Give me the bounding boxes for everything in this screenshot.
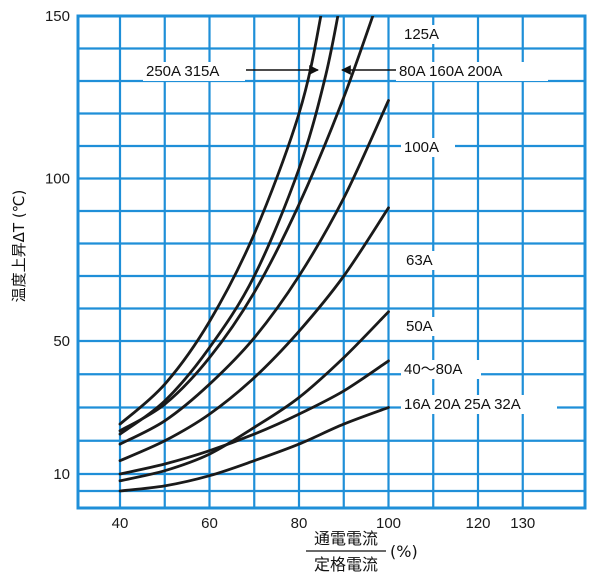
annotation-background — [143, 62, 245, 81]
axis-ticks: 40 60 80 100 120 130 10 50 100 150 — [45, 8, 535, 532]
series-line — [118, 359, 390, 476]
series-line — [118, 16, 323, 426]
y-tick-label: 150 — [45, 8, 70, 25]
curve-label: 40〜80A — [404, 361, 462, 378]
annotation-background — [401, 25, 455, 44]
x-tick-label: 40 — [112, 515, 129, 532]
series-line — [118, 16, 340, 436]
x-axis-label-denominator: 定格電流 — [314, 555, 378, 574]
curve-annotations: 125A 250A 315A 80A 160A 200A 100A 63A 50A 40〜8… — [143, 25, 557, 414]
series-curves — [118, 16, 390, 493]
y-axis-label: 温度上昇ΔT (℃) — [10, 190, 28, 303]
x-axis-label-numerator: 通電電流 — [314, 529, 378, 548]
plot-frame — [76, 14, 587, 510]
curve-label: 16A 20A 25A 32A — [404, 396, 521, 413]
y-tick-label: 50 — [53, 333, 70, 350]
x-tick-label: 60 — [201, 515, 218, 532]
curve-label: 50A — [406, 318, 433, 335]
curve-label: 100A — [404, 139, 439, 156]
series-line — [118, 206, 390, 463]
curve-label: 63A — [406, 252, 433, 269]
series-line — [118, 406, 390, 493]
annotation-background — [403, 317, 445, 336]
x-tick-label: 80 — [291, 515, 308, 532]
x-tick-label: 100 — [376, 515, 401, 532]
x-axis-label: 通電電流 定格電流 (%) — [306, 529, 418, 574]
curve-label: 250A 315A — [146, 63, 219, 80]
series-line — [118, 310, 390, 483]
series-line — [118, 16, 375, 433]
x-axis-label-unit: (%) — [390, 542, 418, 561]
curve-label: 125A — [404, 26, 439, 43]
y-tick-label: 100 — [45, 171, 70, 188]
y-tick-label: 10 — [53, 466, 70, 483]
annotation-background — [396, 62, 548, 81]
annotation-background — [401, 360, 481, 379]
annotation-background — [401, 395, 557, 414]
series-line — [118, 99, 390, 446]
x-tick-label: 120 — [465, 515, 490, 532]
plot-area — [76, 14, 587, 510]
annotation-background — [401, 138, 455, 157]
curve-label: 80A 160A 200A — [399, 63, 502, 80]
annotation-background — [403, 251, 445, 270]
x-tick-label: 130 — [510, 515, 535, 532]
